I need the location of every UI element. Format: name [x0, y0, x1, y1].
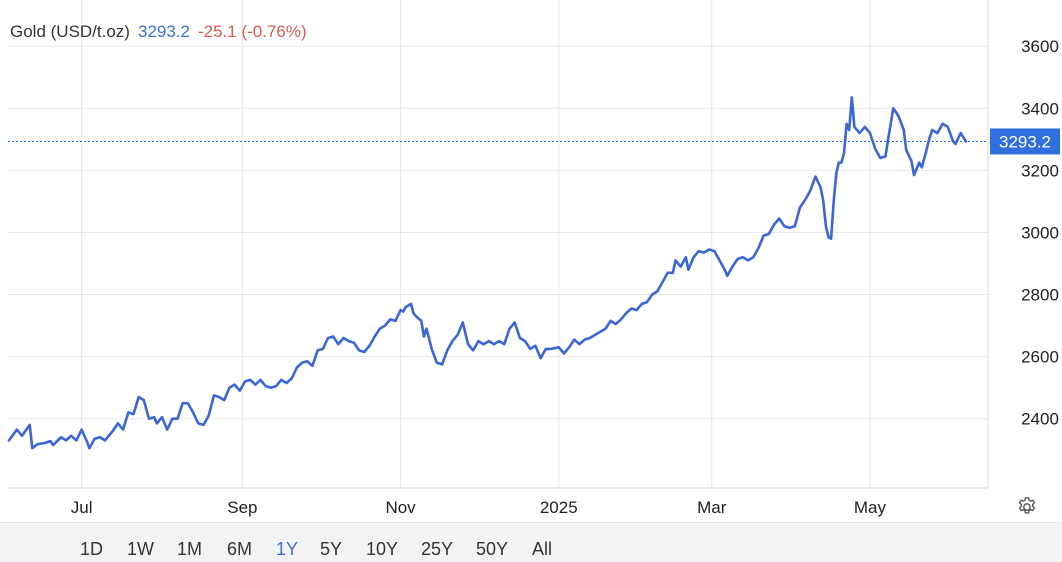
y-tick-label: 2800 — [1021, 286, 1059, 305]
y-tick-label: 3600 — [1021, 37, 1059, 56]
range-button-1d[interactable]: 1D — [80, 539, 103, 560]
price-chart[interactable]: 2400 2600 2800 3000 3200 3400 3600 Jul Sep Nov 20… — [0, 0, 1062, 522]
price-change: -25.1 (-0.76%) — [198, 22, 307, 41]
range-button-50y[interactable]: 50Y — [476, 539, 508, 560]
range-button-1w[interactable]: 1W — [127, 539, 154, 560]
instrument-name: Gold (USD/t.oz) — [10, 22, 130, 41]
last-price-tag: 3293.2 — [990, 128, 1060, 154]
y-tick-label: 3400 — [1021, 99, 1059, 118]
y-tick-label: 2400 — [1021, 410, 1059, 429]
range-button-25y[interactable]: 25Y — [421, 539, 453, 560]
x-tick-label: May — [854, 498, 887, 517]
x-tick-label: 2025 — [540, 498, 578, 517]
range-button-5y[interactable]: 5Y — [320, 539, 342, 560]
x-tick-label: Jul — [71, 498, 93, 517]
y-axis-ticks: 2400 2600 2800 3000 3200 3400 3600 — [1021, 37, 1059, 428]
range-button-1m[interactable]: 1M — [177, 539, 202, 560]
range-button-1y[interactable]: 1Y — [276, 539, 298, 560]
chart-header: Gold (USD/t.oz) 3293.2 -25.1 (-0.76%) — [10, 22, 307, 42]
gear-icon[interactable] — [1016, 496, 1038, 518]
x-axis-ticks: Jul Sep Nov 2025 Mar May — [71, 498, 887, 517]
gold-price-line[interactable] — [9, 97, 966, 448]
current-price: 3293.2 — [138, 22, 190, 41]
x-tick-label: Mar — [697, 498, 727, 517]
y-tick-label: 2600 — [1021, 348, 1059, 367]
x-tick-label: Nov — [385, 498, 416, 517]
range-button-all[interactable]: All — [532, 539, 552, 560]
gridlines — [8, 0, 988, 488]
y-tick-label: 3200 — [1021, 161, 1059, 180]
range-selector: 1D 1W 1M 6M 1Y 5Y 10Y 25Y 50Y All — [0, 522, 1062, 562]
range-button-6m[interactable]: 6M — [227, 539, 252, 560]
range-button-10y[interactable]: 10Y — [366, 539, 398, 560]
y-tick-label: 3000 — [1021, 223, 1059, 242]
x-tick-label: Sep — [227, 498, 257, 517]
last-price-tag-label: 3293.2 — [999, 132, 1051, 151]
